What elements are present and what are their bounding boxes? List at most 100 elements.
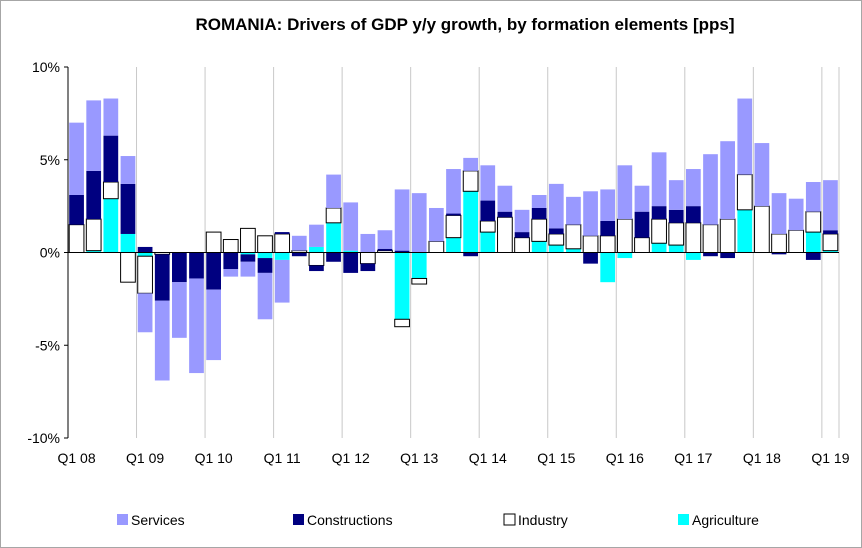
bar-services-39: [737, 98, 753, 175]
bar-industry-40: [754, 205, 770, 254]
bar-constructions-26: [514, 232, 530, 238]
bar-industry-43: [805, 211, 822, 233]
bar-services-18: [377, 230, 393, 249]
x-tick-label: Q1 12: [332, 450, 370, 466]
bar-constructions-27: [531, 207, 547, 220]
bar-services-42: [788, 198, 804, 231]
bar-agriculture-19: [394, 252, 410, 320]
bar-agriculture-29: [566, 248, 581, 253]
bar-industry-22: [445, 214, 462, 239]
bar-industry-9: [222, 239, 239, 254]
bar-industry-1: [85, 218, 102, 252]
bar-industry-26: [514, 237, 530, 254]
bar-services-34: [651, 152, 667, 207]
bar-services-29: [566, 196, 581, 225]
bar-services-38: [720, 141, 735, 220]
bar-agriculture-11: [257, 252, 273, 259]
bar-constructions-16: [343, 252, 359, 273]
bar-industry-35: [668, 222, 685, 246]
bar-services-36: [686, 169, 701, 207]
bar-constructions-17: [360, 263, 376, 272]
bar-industry-44: [822, 233, 839, 252]
bar-constructions-37: [703, 252, 718, 257]
bar-services-4: [137, 293, 153, 333]
bar-services-5: [154, 300, 170, 381]
bar-constructions-23: [463, 252, 478, 257]
bar-industry-39: [736, 174, 753, 211]
bar-industry-20: [411, 277, 428, 285]
bar-agriculture-35: [668, 245, 684, 253]
bar-industry-41: [771, 233, 787, 253]
bar-services-14: [309, 224, 324, 247]
legend-swatch-industry: [503, 513, 516, 526]
legend-label-industry: Industry: [518, 512, 568, 528]
bar-industry-27: [531, 218, 548, 242]
bar-agriculture-16: [343, 250, 359, 253]
bar-constructions-25: [497, 211, 513, 218]
bar-services-30: [583, 191, 598, 236]
bar-agriculture-22: [446, 237, 461, 253]
bar-constructions-0: [69, 195, 84, 225]
bar-services-44: [823, 180, 838, 231]
bar-agriculture-43: [805, 232, 821, 253]
bar-industry-31: [599, 235, 616, 254]
bar-agriculture-44: [823, 250, 838, 253]
bar-constructions-9: [223, 252, 239, 270]
bar-services-26: [514, 209, 530, 233]
bar-agriculture-1: [86, 250, 102, 253]
bar-constructions-10: [240, 254, 256, 262]
bar-industry-10: [240, 227, 256, 254]
bar-industry-17: [359, 252, 376, 265]
legend-swatch-constructions: [293, 514, 304, 525]
bar-constructions-43: [805, 252, 821, 260]
bar-constructions-18: [377, 248, 393, 251]
x-tick-label: Q1 18: [743, 450, 781, 466]
bar-constructions-30: [583, 252, 598, 264]
bar-services-23: [463, 157, 478, 171]
bar-services-3: [120, 156, 136, 184]
x-tick-label: Q1 19: [811, 450, 849, 466]
bar-constructions-35: [668, 209, 684, 223]
legend-swatch-services: [117, 514, 128, 525]
bar-services-33: [634, 185, 650, 212]
bar-agriculture-10: [240, 252, 256, 255]
bar-services-32: [617, 165, 633, 220]
bar-industry-19: [394, 318, 410, 328]
x-tick-label: Q1 09: [126, 450, 164, 466]
bar-constructions-7: [189, 252, 204, 279]
bar-industry-37: [702, 224, 719, 253]
axes: [64, 66, 839, 439]
bar-agriculture-32: [617, 252, 633, 259]
bar-constructions-15: [326, 252, 341, 262]
bar-constructions-19: [394, 250, 410, 253]
legend-label-services: Services: [131, 512, 185, 528]
bar-industry-38: [719, 218, 736, 253]
bar-agriculture-3: [120, 233, 136, 253]
bar-services-21: [429, 207, 444, 242]
bar-industry-23: [462, 170, 479, 192]
bar-agriculture-27: [531, 241, 547, 253]
x-tick-label: Q1 16: [606, 450, 644, 466]
x-tick-labels: Q1 08 Q1 09 Q1 10 Q1 11 Q1 12 Q1 13 Q1 14 Q1 15…: [57, 450, 849, 466]
bar-industry-2: [102, 181, 119, 200]
bar-agriculture-2: [103, 198, 119, 253]
bar-industry-30: [582, 235, 599, 254]
bar-services-41: [771, 193, 787, 234]
bar-services-2: [103, 98, 119, 136]
bar-constructions-4: [137, 246, 153, 253]
bar-industry-32: [616, 218, 633, 253]
bar-constructions-34: [651, 206, 667, 220]
bar-industry-34: [651, 218, 667, 244]
y-tick-label: 5%: [40, 152, 60, 168]
bar-constructions-22: [446, 213, 461, 216]
bar-industry-25: [497, 216, 513, 253]
bar-services-20: [411, 193, 427, 253]
bar-constructions-2: [103, 135, 119, 183]
bar-industry-21: [428, 240, 445, 253]
bar-agriculture-24: [480, 232, 496, 253]
x-tick-label: Q1 14: [469, 450, 507, 466]
bar-industry-12: [274, 233, 291, 253]
bar-services-11: [257, 272, 273, 320]
y-tick-labels: -10% -5% 0% 5% 10%: [27, 59, 60, 446]
bar-services-28: [548, 183, 564, 229]
